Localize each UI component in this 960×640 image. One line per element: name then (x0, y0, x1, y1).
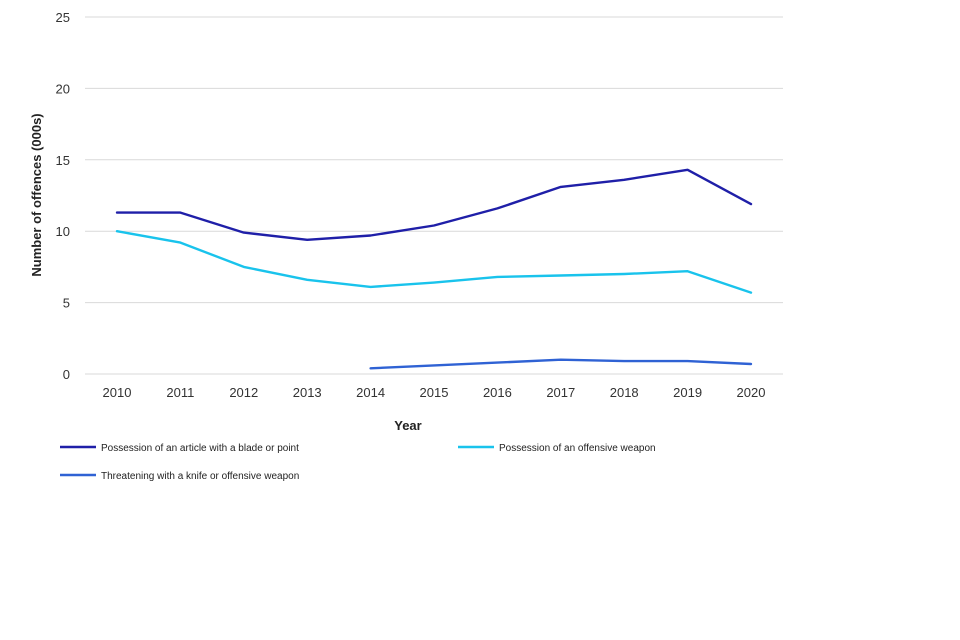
legend-item: Possession of an offensive weapon (458, 443, 656, 454)
x-axis-ticks: 2010 2011 2012 2013 2014 2015 2016 2017 2018 2019… (103, 385, 766, 400)
legend-label: Possession of an offensive weapon (499, 443, 656, 454)
x-tick-label: 2017 (546, 385, 575, 400)
series-line-2 (115, 229, 753, 294)
gridlines (85, 16, 783, 375)
legend-label: Possession of an article with a blade or… (101, 443, 299, 454)
y-axis-ticks: 0 5 10 15 20 25 (56, 10, 70, 382)
legend: Possession of an article with a blade or… (60, 443, 656, 482)
x-tick-label: 2019 (673, 385, 702, 400)
series-line-3 (369, 358, 753, 370)
y-tick-label: 5 (63, 296, 70, 311)
x-tick-label: 2012 (229, 385, 258, 400)
y-tick-label: 10 (56, 224, 70, 239)
x-tick-label: 2018 (610, 385, 639, 400)
legend-item: Possession of an article with a blade or… (60, 443, 299, 454)
series-line-1 (115, 168, 753, 242)
y-tick-label: 15 (56, 153, 70, 168)
y-axis-title: Number of offences (000s) (29, 113, 44, 276)
x-tick-label: 2010 (103, 385, 132, 400)
legend-label: Threatening with a knife or offensive we… (101, 471, 299, 482)
series-lines (115, 168, 753, 370)
y-tick-label: 25 (56, 10, 70, 25)
legend-item: Threatening with a knife or offensive we… (60, 471, 299, 482)
x-tick-label: 2020 (737, 385, 766, 400)
x-tick-label: 2015 (420, 385, 449, 400)
x-axis-title: Year (394, 418, 421, 433)
x-tick-label: 2016 (483, 385, 512, 400)
x-tick-label: 2011 (166, 385, 194, 400)
y-tick-label: 0 (63, 367, 70, 382)
x-tick-label: 2014 (356, 385, 385, 400)
y-tick-label: 20 (56, 81, 70, 96)
x-tick-label: 2013 (293, 385, 322, 400)
